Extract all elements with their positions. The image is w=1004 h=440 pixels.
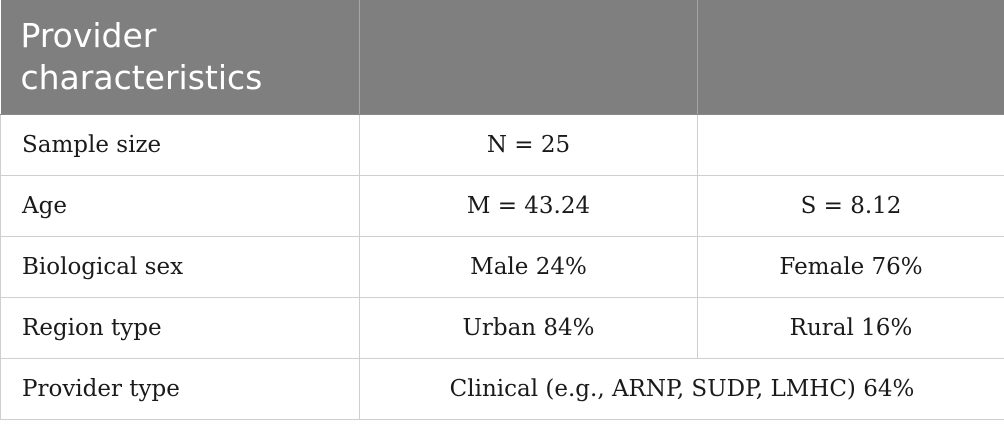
row-value-2 <box>697 114 1004 176</box>
row-label: Provider type <box>0 358 360 420</box>
table-row-region-type: Region type Urban 84% Rural 16% <box>0 297 1004 359</box>
header-cell-empty-2 <box>697 0 1004 115</box>
row-value-1: Male 24% <box>359 236 698 298</box>
row-value-2: S = 8.12 <box>697 175 1004 237</box>
row-label: Biological sex <box>0 236 360 298</box>
header-title: Provider characteristics <box>20 15 263 97</box>
row-value-2: Rural 16% <box>697 297 1004 359</box>
table-row-biological-sex: Biological sex Male 24% Female 76% <box>0 236 1004 298</box>
header-cell-empty-1 <box>359 0 698 115</box>
row-label: Sample size <box>0 114 360 176</box>
row-value-1: Urban 84% <box>359 297 698 359</box>
row-label: Age <box>0 175 360 237</box>
table-row-age: Age M = 43.24 S = 8.12 <box>0 175 1004 237</box>
table-header: Provider characteristics <box>0 0 1004 115</box>
row-label: Region type <box>0 297 360 359</box>
row-value-span: Clinical (e.g., ARNP, SUDP, LMHC) 64% <box>359 358 1004 420</box>
header-cell-characteristics: Provider characteristics <box>0 0 360 115</box>
table-body: Sample size N = 25 Age M = 43.24 S = 8.1… <box>0 114 1004 420</box>
row-value-1: N = 25 <box>359 114 698 176</box>
provider-characteristics-table: Provider characteristics Sample size N =… <box>0 0 1004 420</box>
table-row-provider-type: Provider type Clinical (e.g., ARNP, SUDP… <box>0 358 1004 420</box>
header-row: Provider characteristics <box>0 0 1004 115</box>
row-value-2: Female 76% <box>697 236 1004 298</box>
table-row-sample-size: Sample size N = 25 <box>0 114 1004 176</box>
row-value-1: M = 43.24 <box>359 175 698 237</box>
